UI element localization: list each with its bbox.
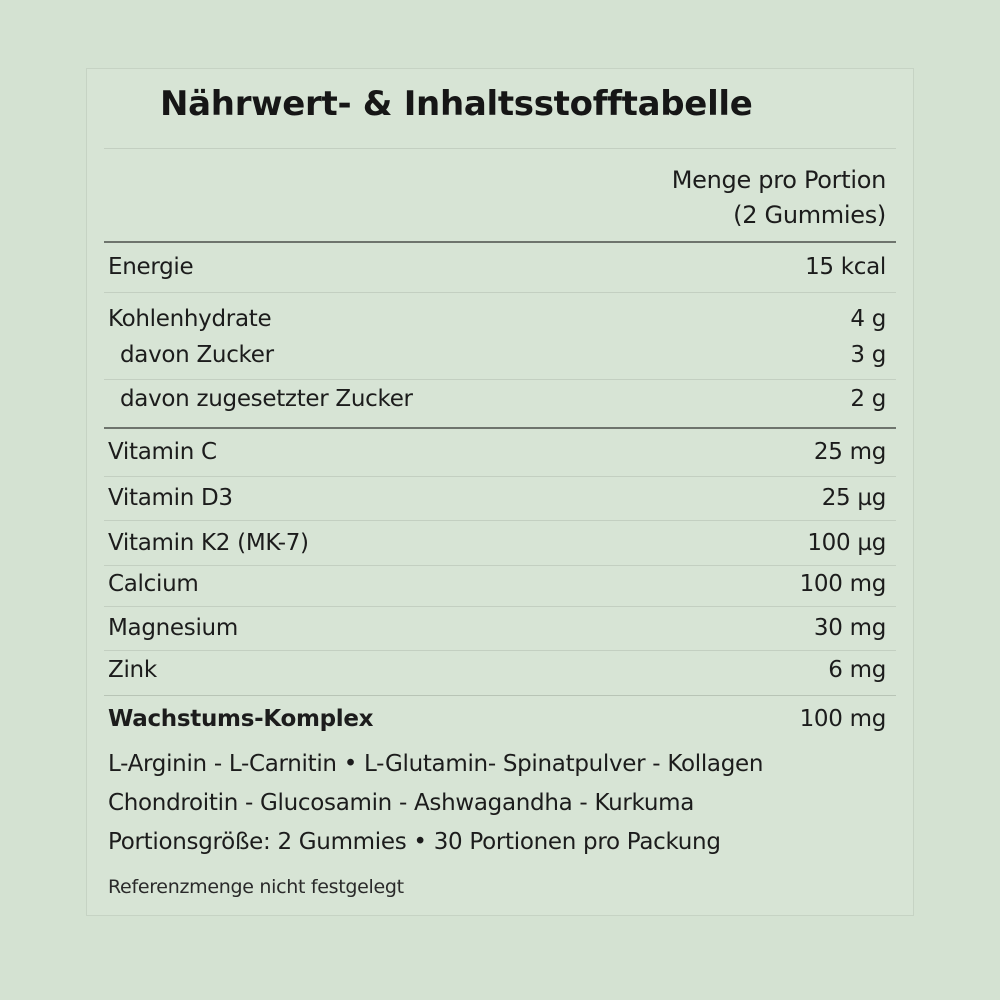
divider (104, 520, 896, 521)
divider (104, 650, 896, 651)
row-value: 3 g (850, 342, 886, 368)
row-value: 4 g (850, 306, 886, 332)
row-value: 100 µg (807, 530, 886, 556)
row-value: 100 mg (799, 706, 887, 732)
row-label: Vitamin K2 (MK-7) (108, 530, 309, 556)
table-row: Vitamin K2 (MK-7) 100 µg (108, 530, 886, 564)
page-title: Nährwert- & Inhaltsstofftabelle (160, 84, 753, 124)
table-row: Vitamin C 25 mg (108, 439, 886, 473)
table-row: Vitamin D3 25 µg (108, 485, 886, 519)
row-value: 30 mg (813, 615, 886, 641)
serving-info: Portionsgröße: 2 Gummies • 30 Portionen … (108, 829, 721, 855)
ingredients-line: Chondroitin - Glucosamin - Ashwagandha -… (108, 790, 695, 816)
divider (104, 476, 896, 477)
table-row: Energie 15 kcal (108, 254, 886, 288)
divider (104, 695, 896, 696)
row-value: 25 mg (813, 439, 886, 465)
column-header: Menge pro Portion (671, 166, 887, 194)
table-row: Magnesium 30 mg (108, 615, 886, 649)
table-row: Zink 6 mg (108, 657, 886, 691)
row-label: davon Zucker (120, 342, 274, 368)
table-row: Calcium 100 mg (108, 571, 886, 605)
row-label: Vitamin C (108, 439, 217, 465)
divider (104, 292, 896, 293)
row-value: 2 g (850, 386, 886, 412)
divider-thick (104, 427, 896, 429)
footnote: Referenzmenge nicht festgelegt (108, 876, 404, 898)
nutrition-panel (86, 68, 914, 916)
divider (104, 565, 896, 566)
row-label: davon zugesetzter Zucker (120, 386, 413, 412)
row-value: 15 kcal (805, 254, 886, 280)
row-label: Wachstums-Komplex (108, 706, 374, 732)
ingredients-line: L-Arginin - L-Carnitin • L-Glutamin- Spi… (108, 751, 764, 777)
row-value: 25 µg (821, 485, 887, 511)
row-label: Calcium (108, 571, 199, 597)
table-row: Kohlenhydrate 4 g (108, 306, 886, 340)
row-label: Energie (108, 254, 194, 280)
divider (104, 606, 896, 607)
table-row: davon zugesetzter Zucker 2 g (108, 386, 886, 420)
divider (104, 379, 896, 380)
row-label: Vitamin D3 (108, 485, 233, 511)
row-value: 6 mg (828, 657, 886, 683)
table-row: Wachstums-Komplex 100 mg (108, 706, 886, 740)
divider (104, 148, 896, 149)
row-label: Magnesium (108, 615, 238, 641)
column-header-sub: (2 Gummies) (733, 201, 886, 229)
row-value: 100 mg (799, 571, 887, 597)
row-label: Kohlenhydrate (108, 306, 272, 332)
divider-thick (104, 241, 896, 243)
table-row: davon Zucker 3 g (108, 342, 886, 376)
row-label: Zink (108, 657, 157, 683)
